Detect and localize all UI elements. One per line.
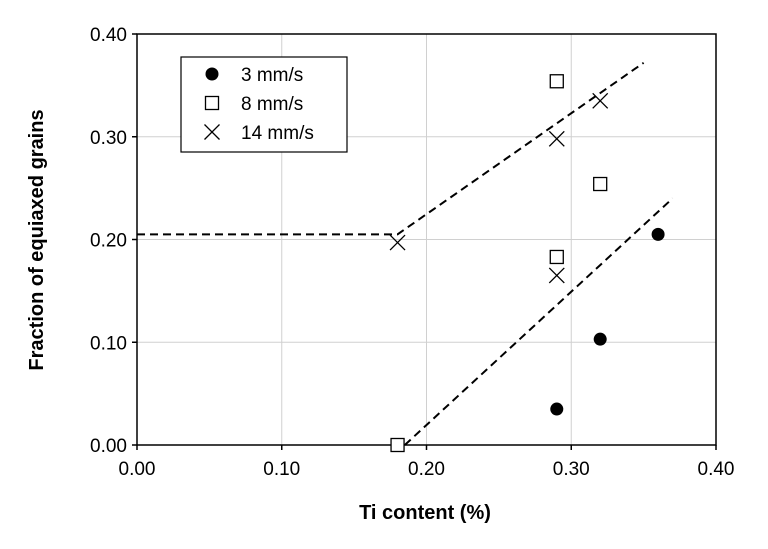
y-tick-label: 0.10 — [90, 333, 127, 354]
marker-open-square — [390, 437, 405, 453]
data-markers — [389, 74, 665, 453]
marker-filled-circle — [651, 227, 665, 241]
marker-cross-stroke — [389, 234, 406, 251]
marker-cross — [389, 234, 406, 251]
y-tick-label: 0.40 — [90, 25, 127, 46]
marker-filled-circle — [205, 67, 219, 81]
x-tick-label: 0.00 — [119, 459, 156, 480]
marker-open-square — [204, 95, 220, 111]
x-axis-title: Ti content (%) — [359, 502, 491, 524]
y-axis-title: Fraction of equiaxed grains — [26, 109, 48, 370]
marker-cross — [204, 124, 220, 140]
marker-filled-circle — [550, 402, 564, 416]
trend-line — [137, 61, 645, 236]
x-tick-label: 0.30 — [553, 459, 590, 480]
marker-open-square — [549, 249, 564, 265]
marker-filled-circle — [593, 332, 607, 346]
x-tick-label: 0.20 — [408, 459, 445, 480]
marker-cross-stroke — [592, 92, 609, 109]
y-tick-label: 0.30 — [90, 128, 127, 149]
trend-lines — [137, 61, 674, 446]
x-tick-label: 0.40 — [698, 459, 735, 480]
legend: 3 mm/s 8 mm/s 14 mm/s — [180, 56, 348, 153]
marker-open-square — [549, 74, 564, 89]
legend-label: 14 mm/s — [241, 123, 314, 144]
x-axis-ticks: 0.00 0.10 0.20 0.30 0.40 — [119, 445, 735, 480]
marker-cross — [548, 130, 565, 147]
x-tick-label: 0.10 — [263, 459, 300, 480]
y-tick-label: 0.00 — [90, 436, 127, 457]
marker-cross — [592, 92, 609, 109]
trend-line — [404, 197, 674, 446]
marker-cross-stroke — [204, 124, 220, 140]
y-tick-label: 0.20 — [90, 231, 127, 252]
marker-cross-stroke — [548, 267, 565, 284]
marker-cross — [548, 267, 565, 284]
marker-cross-stroke — [548, 130, 565, 147]
y-axis-ticks: 0.00 0.10 0.20 0.30 0.40 — [90, 25, 137, 457]
legend-label: 3 mm/s — [241, 65, 303, 86]
marker-open-square — [593, 176, 608, 192]
legend-label: 8 mm/s — [241, 94, 303, 115]
